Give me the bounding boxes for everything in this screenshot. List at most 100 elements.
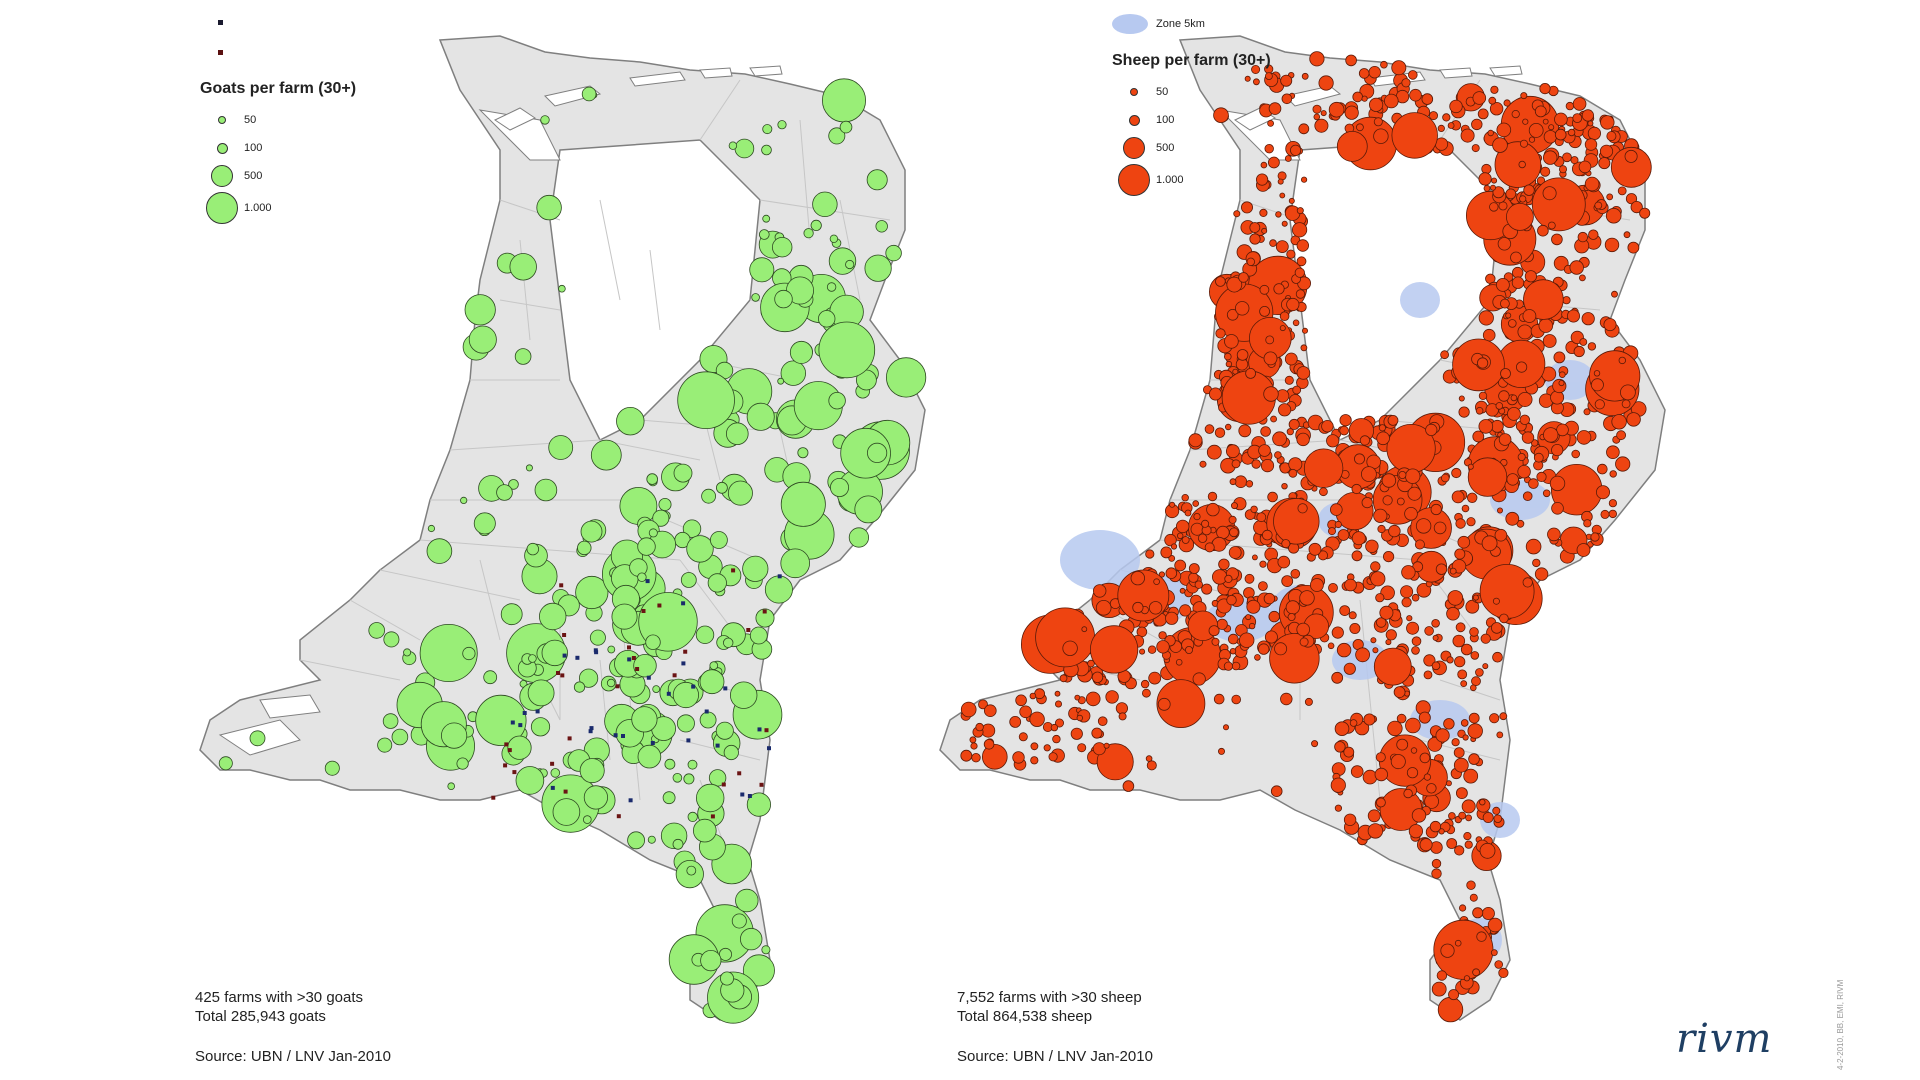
sheep-farm-symbol: [1334, 520, 1342, 529]
sheep-farm-symbol: [1231, 694, 1241, 705]
sheep-farm-symbol: [1156, 640, 1170, 654]
goat-farm-symbol: [673, 463, 693, 483]
sheep-farm-symbol: [1567, 309, 1581, 323]
sheep-farm-symbol: [1204, 424, 1215, 434]
sheep-farm-symbol: [1448, 989, 1460, 1001]
sheep-farm-symbol: [1618, 356, 1626, 365]
sheep-legend-symbol: [1130, 88, 1138, 96]
sheep-farm-symbol: [1204, 542, 1215, 553]
goat-farm-symbol: [637, 744, 662, 769]
sheep-farm-symbol: [1295, 289, 1306, 299]
sheep-farm-symbol: [1465, 814, 1472, 822]
goat-farm-symbol: [662, 791, 676, 805]
sheep-farm-symbol: [1406, 621, 1420, 635]
sheep-farm-symbol: [1624, 149, 1638, 163]
goat-farm-symbol: [789, 340, 813, 364]
sheep-farm-symbol: [1471, 144, 1480, 153]
sheep-farm-symbol: [1330, 503, 1343, 516]
sheep-farm-symbol: [1525, 538, 1542, 555]
sheep-farm-symbol: [1445, 780, 1452, 787]
sheep-farm-symbol: [1275, 211, 1282, 218]
sheep-farm-symbol: [1081, 626, 1088, 633]
goat-farm-symbol: [720, 971, 735, 986]
goat-farm-symbol: [707, 573, 727, 593]
sheep-farm-symbol: [1398, 470, 1407, 479]
sheep-farm-symbol: [1260, 161, 1268, 169]
sheep-farm-symbol: [1188, 572, 1199, 583]
sheep-farm-symbol: [1587, 342, 1597, 351]
sheep-farm-symbol: [1576, 430, 1592, 445]
sheep-farm-symbol: [1286, 249, 1296, 259]
sheep-farm-symbol: [1339, 605, 1351, 616]
sheep-farm-symbol: [1379, 605, 1394, 620]
sheep-farm-symbol: [1453, 747, 1465, 758]
sheep-farm-symbol: [1451, 490, 1465, 504]
sheep-farm-symbol: [1343, 662, 1356, 675]
sheep-farm-symbol: [1522, 118, 1529, 125]
sheep-legend-title: Sheep per farm (30+): [1112, 52, 1271, 69]
sheep-farm-symbol: [1376, 431, 1390, 446]
sheep-farm-symbol: [1288, 418, 1300, 430]
sheep-farm-symbol: [1226, 308, 1239, 321]
zone-swatch: [1112, 14, 1148, 34]
sheep-farm-symbol: [1454, 845, 1465, 856]
sheep-farm-symbol: [1461, 504, 1470, 513]
sheep-farm-symbol: [1466, 517, 1476, 527]
sheep-farm-symbol: [1458, 395, 1465, 402]
goat-farm-symbol: [577, 540, 592, 556]
sheep-farm-symbol: [1292, 385, 1302, 395]
goats-source: Source: UBN / LNV Jan-2010: [195, 1048, 391, 1065]
goat-farm-symbol: [527, 679, 555, 707]
goat-farm-symbol: [723, 744, 739, 761]
farm-marker-square: [491, 795, 496, 800]
sheep-farm-symbol: [1418, 711, 1431, 724]
sheep-farm-symbol: [1516, 361, 1528, 373]
goat-farm-symbol: [875, 220, 888, 233]
sheep-farm-symbol: [1441, 473, 1450, 483]
sheep-farm-symbol: [1448, 812, 1456, 820]
sheep-farm-symbol: [1498, 390, 1510, 402]
goat-farm-symbol: [456, 757, 469, 770]
sheep-farm-symbol: [1599, 144, 1614, 158]
sheep-farm-symbol: [1520, 139, 1529, 148]
sheep-farm-symbol: [1238, 632, 1255, 648]
sheep-farm-symbol: [1252, 554, 1258, 561]
goats-legend-symbol: [211, 165, 233, 187]
sheep-farm-symbol: [1216, 525, 1230, 540]
sheep-farm-symbol: [1496, 277, 1510, 292]
sheep-farm-symbol: [1263, 592, 1276, 605]
sheep-farm-symbol: [1472, 968, 1480, 977]
sheep-farm-symbol: [1304, 697, 1313, 706]
sheep-farm-symbol: [1250, 505, 1258, 513]
sheep-farm-symbol: [1490, 419, 1504, 433]
sheep-farm-symbol: [1569, 260, 1584, 275]
sheep-farm-symbol: [1429, 111, 1439, 121]
sheep-farm-symbol: [1454, 939, 1462, 947]
sheep-farm-symbol: [1309, 51, 1325, 67]
goat-farm-symbol: [854, 495, 883, 524]
sheep-farm-symbol: [1218, 558, 1230, 571]
sheep-farm-symbol: [1604, 237, 1620, 253]
sheep-farm-symbol: [1169, 501, 1176, 508]
farm-marker-square: [575, 655, 580, 660]
sheep-farm-symbol: [1458, 811, 1467, 820]
sheep-farm-symbol: [1600, 509, 1610, 519]
sheep-farm-symbol: [1059, 674, 1068, 683]
sheep-farm-symbol: [1523, 279, 1564, 320]
sheep-farm-symbol: [1573, 345, 1585, 358]
sheep-farm-symbol: [1301, 176, 1308, 183]
sheep-farm-symbol: [1345, 54, 1357, 67]
sheep-farm-symbol: [1206, 444, 1222, 460]
sheep-farm-symbol: [1215, 328, 1226, 339]
sheep-farm-symbol: [1145, 755, 1153, 762]
sheep-farm-symbol: [1233, 210, 1241, 218]
goat-farm-symbol: [772, 236, 793, 258]
sheep-farm-symbol: [1458, 406, 1470, 418]
goat-farm-symbol: [580, 520, 603, 543]
goats-legend-row-50: 50: [200, 106, 356, 134]
sheep-farm-symbol: [1331, 671, 1344, 684]
sheep-farm-symbol: [1176, 532, 1184, 539]
goat-farm-symbol: [734, 138, 755, 159]
sheep-farm-symbol: [1249, 233, 1261, 245]
goat-farm-symbol: [383, 631, 400, 648]
